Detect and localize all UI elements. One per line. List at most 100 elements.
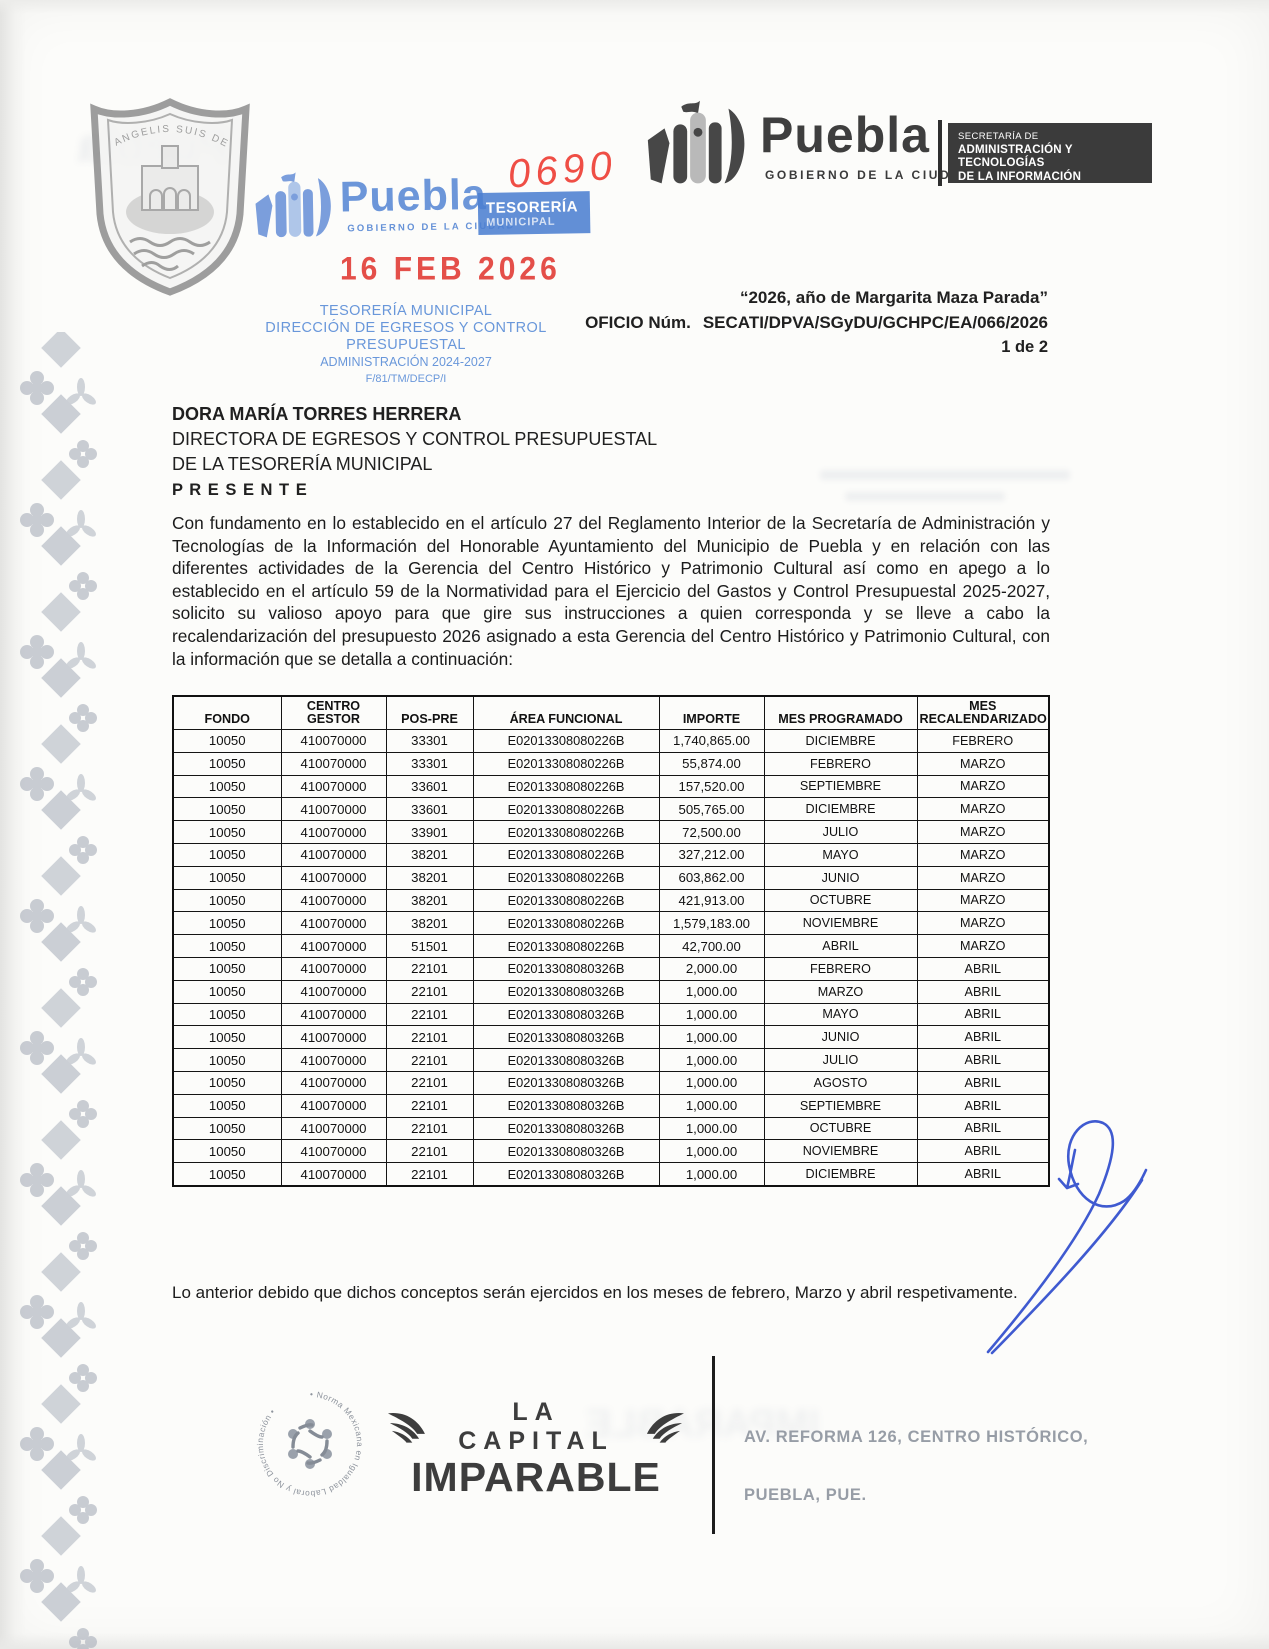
stamp-puebla-wordmark: Puebla	[339, 170, 488, 222]
cell-pos-pre: 38201	[385, 865, 474, 890]
cell-importe: 1,579,183.00	[658, 911, 765, 936]
col-header-mes-programado: MES PROGRAMADO	[763, 695, 918, 730]
cell-fondo: 10050	[172, 888, 282, 913]
cell-area-funcional: E02013308080326B	[472, 1139, 660, 1164]
cell-pos-pre: 22101	[385, 1025, 474, 1050]
col-header-importe: IMPORTE	[658, 695, 765, 730]
table-row: 10050 410070000 33301 E02013308080226B 1…	[172, 729, 1050, 753]
cell-importe: 42,700.00	[658, 934, 765, 958]
cell-fondo: 10050	[172, 956, 282, 981]
cell-mes-programado: ABRIL	[763, 934, 918, 958]
cell-importe: 421,913.00	[658, 888, 765, 913]
col-header-pos-pre: POS-PRE	[385, 695, 474, 730]
seal-circular-text: • Norma Mexicana en Igualdad Laboral y N…	[255, 1389, 365, 1499]
col-header-centro-gestor: CENTRO GESTOR	[280, 695, 387, 730]
cell-mes-programado: OCTUBRE	[763, 1116, 918, 1141]
cell-importe: 1,740,865.00	[658, 729, 765, 753]
cell-area-funcional: E02013308080226B	[472, 774, 660, 799]
direction-stamp-line: TESORERÍA MUNICIPAL	[319, 303, 493, 319]
cell-mes-programado: MAYO	[763, 1002, 918, 1027]
table-row: 10050 410070000 38201 E02013308080226B 1…	[172, 911, 1050, 936]
cell-mes-programado: JULIO	[763, 820, 918, 844]
secretariat-line2: ADMINISTRACIÓN Y TECNOLOGÍAS	[958, 143, 1073, 170]
cell-pos-pre: 22101	[385, 956, 474, 981]
cell-mes-recalendarizado: MARZO	[916, 842, 1050, 867]
table-row: 10050 410070000 22101 E02013308080326B 1…	[172, 979, 1050, 1004]
table-row: 10050 410070000 38201 E02013308080226B 6…	[172, 865, 1050, 890]
cell-mes-recalendarizado: MARZO	[916, 797, 1050, 822]
cell-fondo: 10050	[172, 820, 282, 844]
cell-centro-gestor: 410070000	[280, 842, 387, 867]
cell-importe: 1,000.00	[658, 1070, 765, 1095]
table-row: 10050 410070000 38201 E02013308080226B 4…	[172, 888, 1050, 913]
cell-area-funcional: E02013308080326B	[472, 1162, 660, 1187]
cell-mes-recalendarizado: MARZO	[916, 865, 1050, 890]
letterhead-brand: Puebla GOBIERNO DE LA CIUDAD SECRETARÍA …	[638, 92, 1152, 207]
table-row: 10050 410070000 22101 E02013308080326B 1…	[172, 1139, 1050, 1164]
cell-importe: 1,000.00	[658, 1139, 765, 1164]
cell-mes-programado: SEPTIEMBRE	[763, 1093, 918, 1118]
cell-mes-recalendarizado: ABRIL	[916, 956, 1050, 981]
cell-mes-programado: NOVIEMBRE	[763, 1139, 918, 1164]
table-row: 10050 410070000 22101 E02013308080326B 2…	[172, 956, 1050, 981]
cell-mes-recalendarizado: ABRIL	[916, 1002, 1050, 1027]
cell-importe: 72,500.00	[658, 820, 765, 844]
cell-mes-programado: FEBRERO	[763, 956, 918, 981]
seal-hexagon-figures	[288, 1419, 332, 1469]
brand-gobierno-caption: GOBIERNO DE LA CIUDAD	[765, 168, 974, 182]
cell-mes-recalendarizado: ABRIL	[916, 1070, 1050, 1095]
cell-mes-recalendarizado: MARZO	[916, 911, 1050, 936]
scan-edge-shadow-top	[0, 0, 1269, 14]
equality-norm-seal: • Norma Mexicana en Igualdad Laboral y N…	[255, 1389, 365, 1499]
cell-centro-gestor: 410070000	[280, 1139, 387, 1164]
cell-importe: 1,000.00	[658, 979, 765, 1004]
table-row: 10050 410070000 51501 E02013308080226B 4…	[172, 934, 1050, 958]
cell-pos-pre: 22101	[385, 1162, 474, 1187]
cell-mes-programado: NOVIEMBRE	[763, 911, 918, 936]
brand-puebla-wordmark: Puebla	[760, 107, 930, 163]
cell-fondo: 10050	[172, 911, 282, 936]
capital-imparable-logo: LA CAPITAL IMPARABLE	[386, 1398, 686, 1501]
svg-text:• Norma Mexicana en Igualdad L: • Norma Mexicana en Igualdad Laboral y N…	[255, 1389, 365, 1499]
cell-centro-gestor: 410070000	[280, 729, 387, 753]
cell-area-funcional: E02013308080226B	[472, 934, 660, 958]
cell-pos-pre: 22101	[385, 1048, 474, 1072]
cell-pos-pre: 33901	[385, 820, 474, 844]
cell-centro-gestor: 410070000	[280, 1048, 387, 1072]
capital-logo-line1: LA CAPITAL	[458, 1398, 614, 1455]
cell-mes-programado: MAYO	[763, 842, 918, 867]
cell-mes-programado: FEBRERO	[763, 751, 918, 776]
cell-pos-pre: 22101	[385, 1070, 474, 1095]
cell-fondo: 10050	[172, 1070, 282, 1095]
recipient-org: DE LA TESORERÍA MUNICIPAL	[172, 454, 433, 474]
cell-centro-gestor: 410070000	[280, 1116, 387, 1141]
cell-centro-gestor: 410070000	[280, 934, 387, 958]
cell-area-funcional: E02013308080326B	[472, 1116, 660, 1141]
cell-area-funcional: E02013308080226B	[472, 820, 660, 844]
table-row: 10050 410070000 22101 E02013308080326B 1…	[172, 1002, 1050, 1027]
cell-importe: 157,520.00	[658, 774, 765, 799]
cell-mes-programado: JUNIO	[763, 1025, 918, 1050]
closing-sentence: Lo anterior debido que dichos conceptos …	[172, 1283, 1018, 1302]
cell-fondo: 10050	[172, 1025, 282, 1050]
cell-fondo: 10050	[172, 1162, 282, 1187]
cell-importe: 505,765.00	[658, 797, 765, 822]
cell-fondo: 10050	[172, 1139, 282, 1164]
cell-pos-pre: 22101	[385, 979, 474, 1004]
footer-address-line2: PUEBLA, PUE.	[744, 1486, 867, 1504]
table-row: 10050 410070000 22101 E02013308080326B 1…	[172, 1116, 1050, 1141]
cell-centro-gestor: 410070000	[280, 751, 387, 776]
cell-fondo: 10050	[172, 842, 282, 867]
cell-pos-pre: 33601	[385, 797, 474, 822]
cell-mes-recalendarizado: ABRIL	[916, 1048, 1050, 1072]
cell-mes-recalendarizado: MARZO	[916, 774, 1050, 799]
cell-centro-gestor: 410070000	[280, 979, 387, 1004]
table-row: 10050 410070000 22101 E02013308080326B 1…	[172, 1093, 1050, 1118]
cell-importe: 603,862.00	[658, 865, 765, 890]
cell-mes-programado: OCTUBRE	[763, 888, 918, 913]
cell-pos-pre: 51501	[385, 934, 474, 958]
cell-fondo: 10050	[172, 1002, 282, 1027]
cell-importe: 1,000.00	[658, 1002, 765, 1027]
cell-mes-programado: DICIEMBRE	[763, 1162, 918, 1187]
oficio-number-line: OFICIO Núm. SECATI/DPVA/SGyDU/GCHPC/EA/06…	[448, 313, 1048, 333]
